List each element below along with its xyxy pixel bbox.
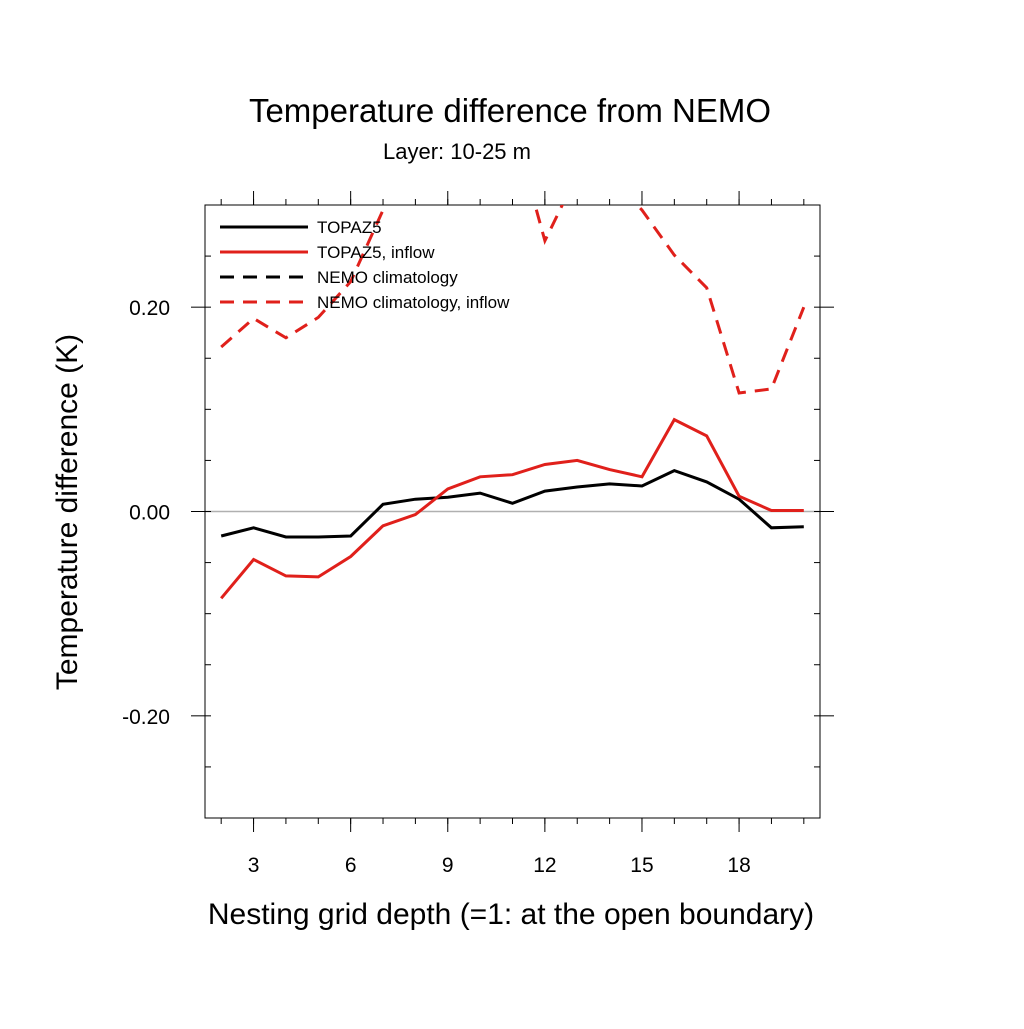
y-tick-label: 0.20 <box>129 297 170 320</box>
chart-title: Temperature difference from NEMO <box>249 92 771 129</box>
x-tick-label: 3 <box>248 854 260 877</box>
series-line-1 <box>220 417 804 600</box>
y-tick-label: -0.20 <box>122 706 170 729</box>
series-layer <box>220 205 806 600</box>
series-line-3 <box>220 205 806 395</box>
x-axis-label: Nesting grid depth (=1: at the open boun… <box>208 898 814 931</box>
legend-label-3: NEMO climatology, inflow <box>317 293 510 312</box>
series-line-0 <box>220 468 804 539</box>
x-tick-label: 15 <box>630 854 653 877</box>
legend-label-1: TOPAZ5, inflow <box>317 243 435 262</box>
x-tick-label: 12 <box>533 854 556 877</box>
axes: 3 6 9 12 15 18 -0.20 0.00 0.20 <box>122 191 834 877</box>
legend-label-2: NEMO climatology <box>317 268 458 287</box>
x-tick-label: 9 <box>442 854 454 877</box>
chart-subtitle: Layer: 10-25 m <box>383 139 531 164</box>
plot-frame <box>204 204 821 819</box>
y-axis-label: Temperature difference (K) <box>51 334 84 690</box>
y-tick-label: 0.00 <box>129 502 170 525</box>
x-tick-label: 18 <box>727 854 750 877</box>
legend-label-0: TOPAZ5 <box>317 218 382 237</box>
x-tick-label: 6 <box>345 854 357 877</box>
legend: TOPAZ5 TOPAZ5, inflow NEMO climatology NEMO… <box>220 218 510 312</box>
